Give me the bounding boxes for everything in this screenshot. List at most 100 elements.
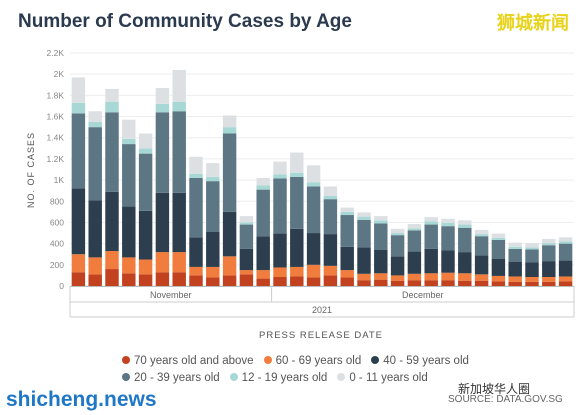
bar-segment — [357, 247, 371, 274]
bar-segment — [323, 234, 338, 266]
legend-item: 0 - 11 years old — [337, 370, 428, 387]
bars — [71, 69, 573, 286]
bar-segment — [273, 267, 287, 277]
bar-segment — [105, 269, 119, 286]
bar-segment — [172, 69, 186, 102]
bar-segment — [374, 216, 388, 221]
bar-segment — [306, 182, 321, 187]
bar-segment — [357, 212, 371, 217]
x-axis: November December 2021 — [69, 286, 575, 318]
legend-label: 0 - 11 years old — [349, 372, 428, 384]
legend: 70 years old and above 60 - 69 years old 4… — [122, 353, 582, 387]
bar-segment — [525, 277, 539, 282]
legend-swatch — [337, 373, 346, 381]
bar-segment — [491, 258, 506, 276]
bar-segment — [374, 223, 388, 250]
bar-segment — [222, 256, 237, 276]
bar-segment — [441, 280, 455, 286]
bar-segment — [491, 239, 506, 259]
bar-segment — [256, 189, 270, 237]
y-tick-label: 1.4K — [47, 133, 65, 143]
bar-segment — [390, 256, 405, 276]
bar-segment — [88, 121, 102, 128]
bar-segment — [323, 275, 338, 286]
y-tick-label: 1.6K — [47, 112, 65, 122]
bar-segment — [239, 270, 254, 275]
bar-segment — [542, 243, 556, 246]
bar-segment — [340, 207, 354, 212]
bar-segment — [239, 222, 254, 225]
bar-segment — [558, 281, 573, 286]
bar-segment — [206, 163, 220, 177]
bar-segment — [155, 87, 170, 104]
bar-segment — [138, 210, 153, 260]
bar-segment — [474, 280, 489, 286]
y-tick-label: 400 — [50, 239, 64, 249]
bar-segment — [155, 112, 170, 193]
bar-segment — [122, 273, 136, 286]
legend-label: 40 - 59 years old — [383, 355, 469, 367]
legend-label: 60 - 69 years old — [275, 355, 362, 367]
y-axis-label: NO. OF CASES — [26, 132, 36, 208]
bar-segment — [105, 191, 119, 252]
bar-segment — [239, 224, 254, 249]
bar-segment — [105, 101, 119, 113]
bar-segment — [206, 181, 220, 232]
legend-item: 70 years old and above — [122, 353, 254, 370]
bar-segment — [390, 228, 405, 234]
bar-segment — [407, 251, 422, 274]
bar-segment — [374, 273, 388, 280]
bar-segment — [256, 236, 270, 271]
bar-segment — [441, 222, 455, 227]
bar-segment — [155, 252, 170, 273]
bar-segment — [222, 133, 237, 212]
y-tick-label: 0 — [59, 281, 64, 291]
legend-label: 70 years old and above — [134, 355, 254, 367]
bar-segment — [458, 273, 472, 281]
bar-segment — [374, 279, 388, 286]
legend-item: 60 - 69 years old — [263, 353, 362, 370]
bar-segment — [172, 252, 186, 273]
bar-segment — [306, 264, 321, 278]
bar-segment — [374, 249, 388, 274]
bar-segment — [88, 111, 102, 122]
bar-segment — [290, 172, 304, 177]
bar-segment — [71, 272, 86, 286]
bar-segment — [256, 185, 270, 190]
y-tick-label: 200 — [50, 260, 64, 270]
bar-segment — [424, 221, 438, 225]
bar-segment — [508, 261, 522, 277]
bar-segment — [290, 152, 304, 173]
bar-segment — [88, 200, 102, 258]
bar-segment — [323, 199, 338, 235]
bar-segment — [424, 224, 438, 249]
bar-segment — [138, 133, 153, 149]
bar-segment — [189, 266, 203, 276]
bar-segment — [306, 233, 321, 265]
bar-segment — [189, 177, 203, 238]
bar-segment — [357, 216, 371, 220]
bar-segment — [306, 165, 321, 183]
legend-swatch — [229, 373, 238, 381]
bar-segment — [441, 272, 455, 281]
bar-segment — [357, 219, 371, 248]
bar-segment — [390, 235, 405, 257]
bar-segment — [138, 259, 153, 275]
y-tick-label: 1K — [54, 175, 65, 185]
bar-segment — [306, 186, 321, 234]
bar-segment — [558, 241, 573, 244]
bar-segment — [340, 215, 354, 247]
legend-label: 20 - 39 years old — [134, 372, 220, 384]
y-tick-label: 600 — [50, 217, 64, 227]
legend-label: 12 - 19 years old — [241, 372, 328, 384]
bar-segment — [256, 278, 270, 286]
bar-segment — [458, 220, 472, 225]
bar-segment — [206, 266, 220, 278]
bar-segment — [357, 280, 371, 286]
x-axis-label: PRESS RELEASE DATE — [259, 330, 383, 341]
bar-segment — [508, 276, 522, 282]
bar-segment — [558, 243, 573, 261]
bar-segment — [138, 153, 153, 211]
bar-segment — [474, 236, 489, 256]
bar-segment — [206, 231, 220, 267]
